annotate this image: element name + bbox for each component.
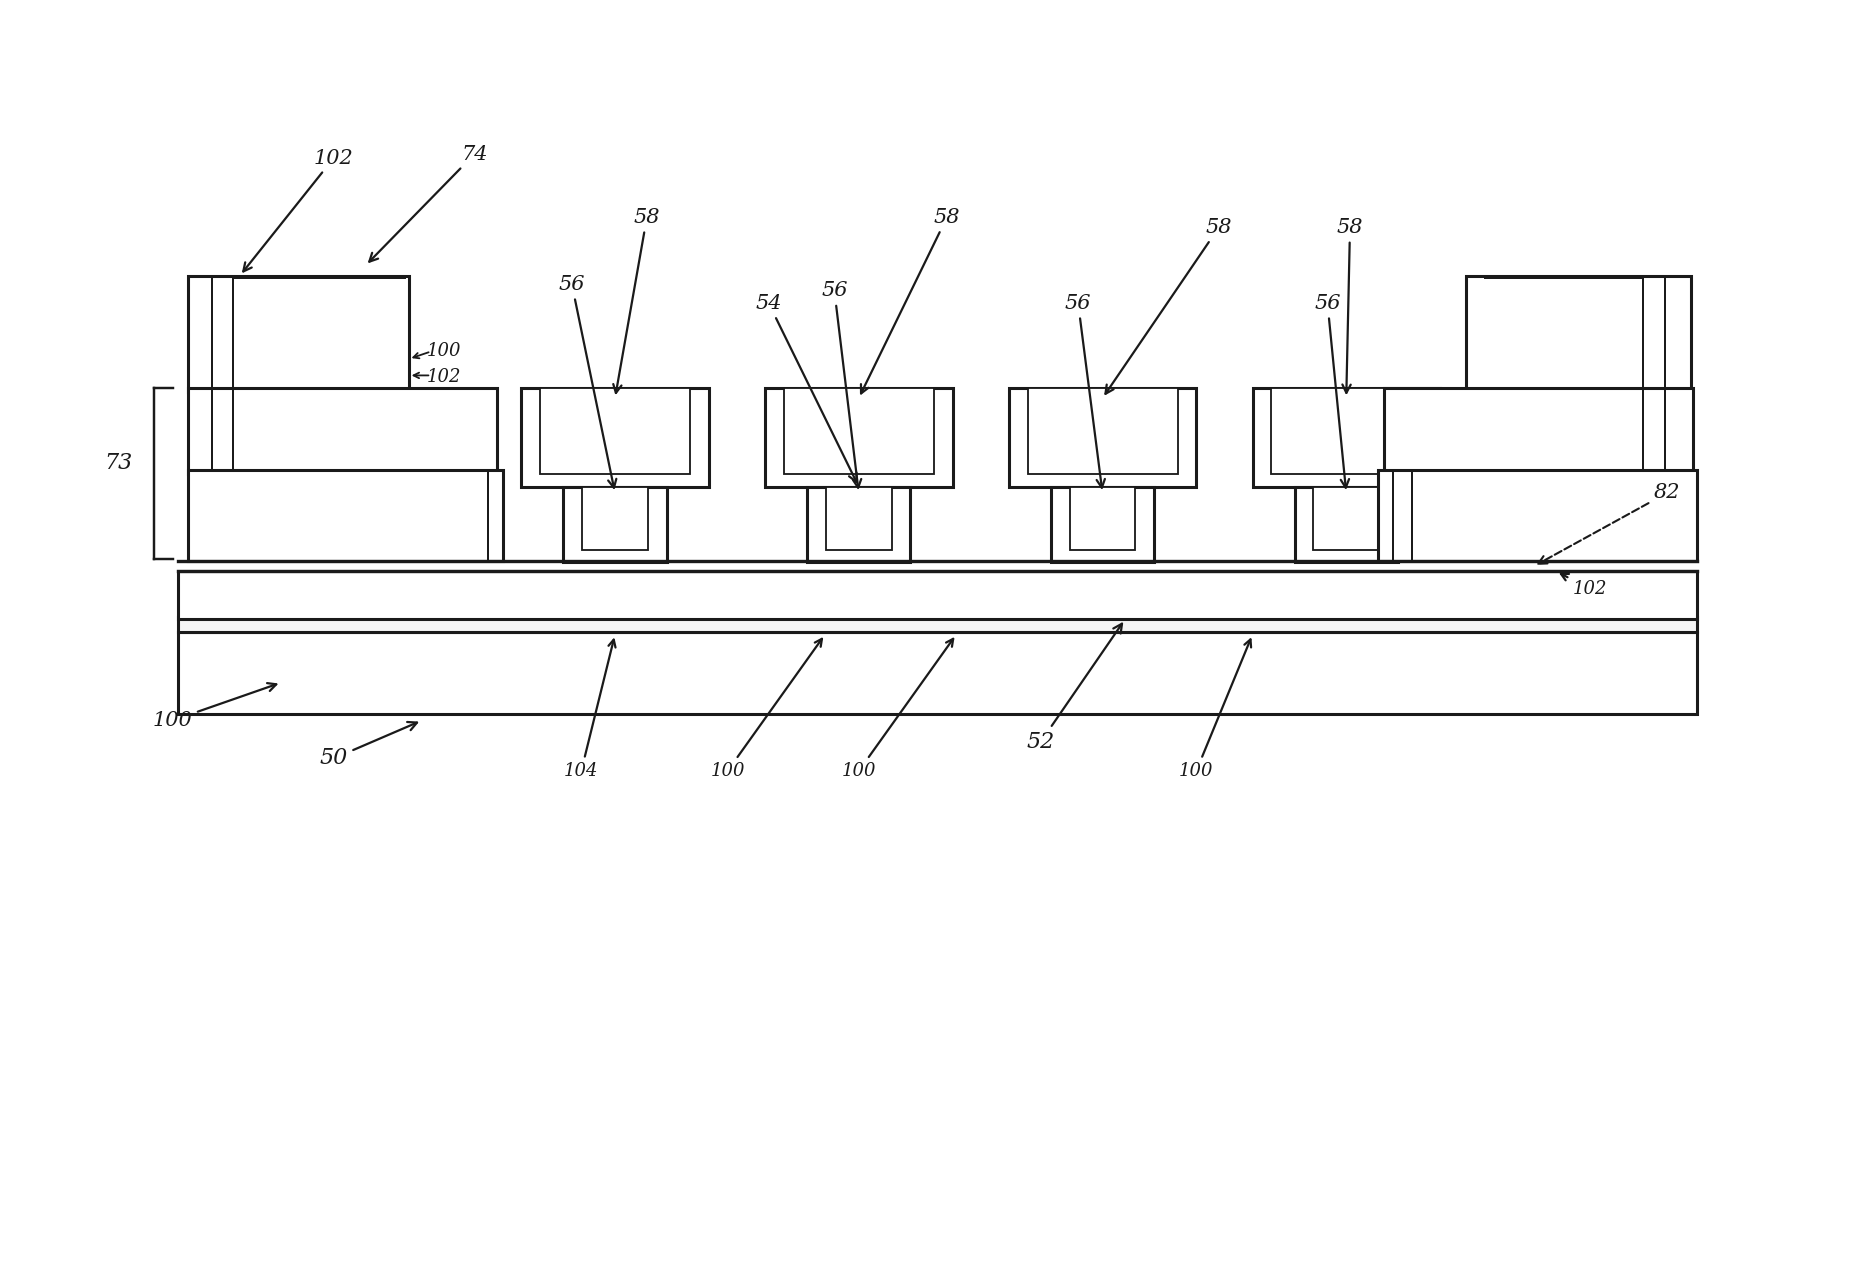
Bar <box>1378 470 1697 561</box>
Bar <box>521 388 709 487</box>
Bar <box>765 388 952 487</box>
Bar <box>188 276 409 392</box>
Bar <box>178 617 1697 632</box>
Bar <box>825 487 892 550</box>
Text: 74: 74 <box>369 144 488 262</box>
Bar <box>188 470 502 561</box>
Bar <box>583 487 649 550</box>
Text: 56: 56 <box>1065 293 1104 488</box>
Bar <box>540 388 690 474</box>
Bar <box>1466 276 1691 392</box>
Text: 102: 102 <box>428 368 461 386</box>
Text: 82: 82 <box>1538 483 1680 564</box>
Bar <box>1271 388 1421 474</box>
Bar <box>1050 487 1155 562</box>
Bar <box>784 388 934 474</box>
Text: 102: 102 <box>244 148 354 272</box>
Text: 50: 50 <box>319 722 416 770</box>
Bar <box>1312 487 1380 550</box>
Text: 100: 100 <box>152 683 276 731</box>
Bar <box>1009 388 1196 487</box>
Text: 100: 100 <box>1179 640 1251 780</box>
Text: 58: 58 <box>861 207 960 393</box>
Bar <box>178 571 1697 619</box>
Text: 56: 56 <box>559 274 617 488</box>
Text: 100: 100 <box>711 638 821 780</box>
Text: 58: 58 <box>1337 217 1363 393</box>
Text: 52: 52 <box>1026 623 1121 753</box>
Text: 102: 102 <box>1560 574 1607 598</box>
Text: 73: 73 <box>103 451 133 474</box>
Text: 58: 58 <box>1106 217 1232 394</box>
Text: 56: 56 <box>1314 293 1348 488</box>
Bar <box>188 388 497 474</box>
Text: 54: 54 <box>756 293 857 482</box>
Bar <box>1069 487 1136 550</box>
Bar <box>178 632 1697 714</box>
Text: 100: 100 <box>428 343 461 360</box>
Text: 58: 58 <box>613 207 660 393</box>
Bar <box>1028 388 1178 474</box>
Bar <box>564 487 668 562</box>
Bar <box>1252 388 1440 487</box>
Text: 100: 100 <box>842 638 952 780</box>
Bar <box>806 487 911 562</box>
Bar <box>1384 388 1693 474</box>
Text: 56: 56 <box>821 281 861 488</box>
Bar <box>1294 487 1399 562</box>
Text: 104: 104 <box>564 640 615 780</box>
